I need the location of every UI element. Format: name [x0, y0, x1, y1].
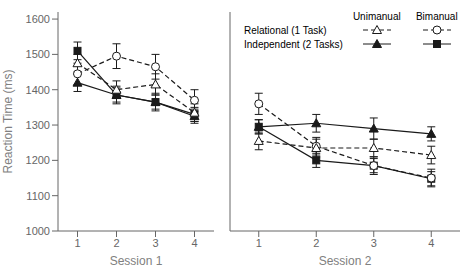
svg-text:4: 4	[428, 237, 434, 249]
svg-text:1300: 1300	[26, 119, 50, 131]
svg-text:Reaction Time (ms): Reaction Time (ms)	[8, 69, 15, 173]
html-text:Independent (2 Tasks): Independent (2 Tasks)	[244, 38, 343, 50]
svg-text:3: 3	[152, 237, 158, 249]
svg-text:2: 2	[113, 237, 119, 249]
svg-text:1600: 1600	[26, 13, 50, 25]
svg-text:1: 1	[74, 237, 80, 249]
svg-text:Session 2: Session 2	[319, 254, 372, 268]
svg-text:Session 1: Session 1	[110, 254, 163, 268]
svg-text:4: 4	[191, 237, 197, 249]
svg-text:2: 2	[313, 237, 319, 249]
svg-text:1100: 1100	[26, 190, 50, 202]
html-text:Relational (1 Task): Relational (1 Task)	[244, 24, 327, 36]
svg-text:1500: 1500	[26, 48, 50, 60]
svg-text:1000: 1000	[26, 225, 50, 237]
svg-text:1400: 1400	[26, 84, 50, 96]
html-text:Bimanual: Bimanual	[415, 11, 458, 22]
svg-text:1: 1	[256, 237, 262, 249]
html-text:Unimanual: Unimanual	[352, 11, 401, 22]
svg-text:1200: 1200	[26, 154, 50, 166]
svg-text:3: 3	[371, 237, 377, 249]
